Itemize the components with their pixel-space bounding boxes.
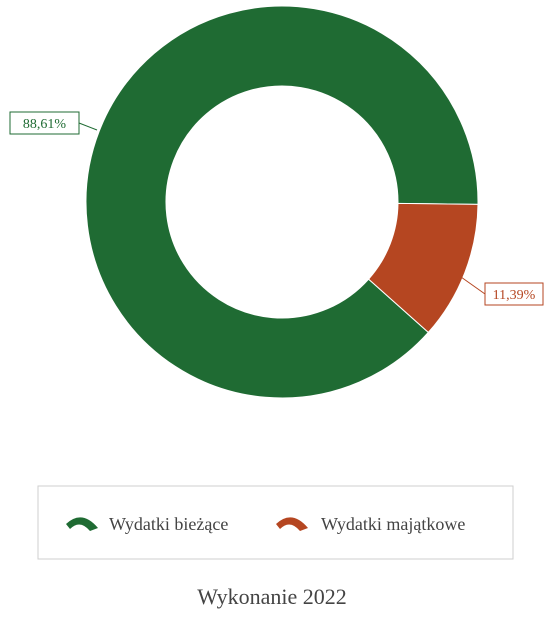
- data-label-box-wydatki-biezace: [9, 111, 80, 135]
- slice-wydatki-biezace: [85, 5, 479, 399]
- data-label-box-wydatki-majatkowe: [484, 282, 544, 306]
- data-label-wydatki-majatkowe: 11,39%: [493, 288, 536, 303]
- legend-swatch-wydatki-majatkowe: [276, 517, 308, 531]
- legend: Wydatki bieżące Wydatki majątkowe: [37, 485, 514, 560]
- chart-title: Wykonanie 2022: [197, 584, 347, 609]
- legend-label-wydatki-biezace: Wydatki bieżące: [109, 514, 228, 534]
- callout-line-wydatki-majatkowe: [460, 276, 486, 295]
- callouts-group: 88,61% 11,39%: [9, 111, 544, 306]
- legend-swatch-wydatki-biezace: [66, 517, 98, 531]
- legend-box: [37, 485, 514, 560]
- data-label-wydatki-biezace: 88,61%: [23, 117, 67, 132]
- slices-group: [85, 5, 479, 399]
- callout-line-wydatki-biezace: [78, 122, 98, 131]
- legend-label-wydatki-majatkowe: Wydatki majątkowe: [321, 514, 465, 534]
- slice-wydatki-majatkowe: [367, 202, 479, 334]
